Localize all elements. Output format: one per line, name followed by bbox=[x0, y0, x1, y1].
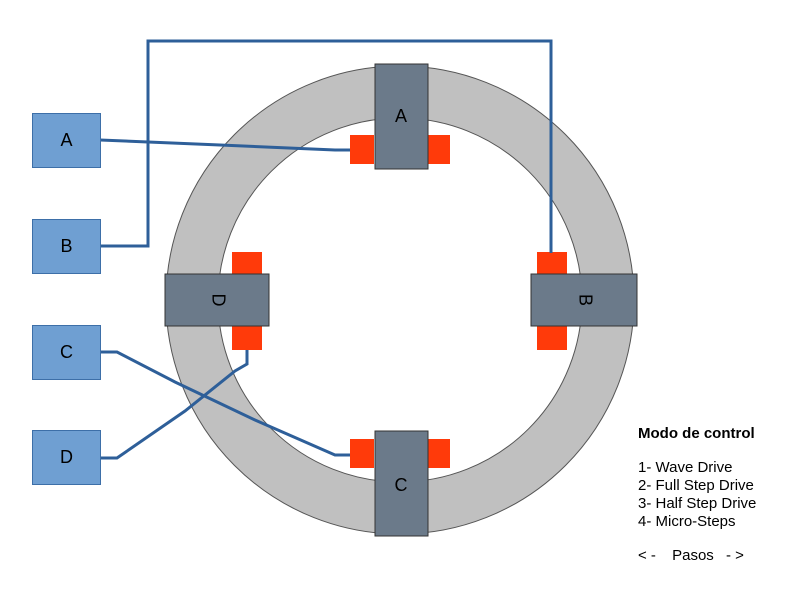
pole-left bbox=[164, 273, 270, 327]
coil-a-label: A bbox=[60, 130, 73, 150]
coil-d-label: D bbox=[60, 447, 73, 467]
mode-option-half-step[interactable]: 3- Half Step Drive bbox=[638, 495, 757, 512]
tooth-b-top bbox=[537, 252, 567, 276]
tooth-d-top bbox=[232, 252, 262, 276]
pole-label-bottom: C bbox=[395, 475, 408, 495]
coil-c-box[interactable]: C bbox=[32, 325, 101, 380]
wire-a bbox=[99, 138, 350, 152]
pole-right bbox=[530, 273, 638, 327]
mode-option-wave[interactable]: 1- Wave Drive bbox=[638, 459, 733, 476]
tooth-c-right bbox=[426, 439, 450, 468]
wire-b bbox=[100, 39, 553, 253]
tooth-a-left bbox=[350, 135, 374, 164]
steps-navigation: < - Pasos - > bbox=[638, 547, 798, 565]
coil-a-box[interactable]: A bbox=[32, 113, 101, 168]
steps-label: Pasos bbox=[672, 547, 714, 564]
next-step-button[interactable]: - > bbox=[725, 547, 744, 564]
wire-d bbox=[100, 350, 249, 460]
pole-label-right: B bbox=[575, 294, 595, 306]
control-panel: Modo de control 1- Wave Drive 2- Full St… bbox=[638, 425, 798, 565]
pole-bottom bbox=[374, 430, 429, 537]
coil-c-label: C bbox=[60, 342, 73, 362]
pole-top bbox=[374, 63, 429, 170]
wire-c bbox=[100, 350, 350, 457]
mode-option-micro-steps[interactable]: 4- Micro-Steps bbox=[638, 513, 736, 530]
coil-b-box[interactable]: B bbox=[32, 219, 101, 274]
tooth-c-left bbox=[350, 439, 374, 468]
coil-b-label: B bbox=[60, 236, 73, 256]
tooth-d-bottom bbox=[232, 326, 262, 350]
coil-d-box[interactable]: D bbox=[32, 430, 101, 485]
mode-option-full-step[interactable]: 2- Full Step Drive bbox=[638, 477, 754, 494]
pole-label-top: A bbox=[395, 106, 407, 126]
poles bbox=[164, 63, 638, 537]
control-panel-title: Modo de control bbox=[638, 425, 755, 442]
tooth-b-bottom bbox=[537, 326, 567, 350]
pole-teeth bbox=[232, 135, 567, 468]
tooth-a-right bbox=[426, 135, 450, 164]
pole-label-left: D bbox=[208, 294, 228, 307]
wires bbox=[99, 39, 553, 460]
prev-step-button[interactable]: < - bbox=[638, 547, 656, 564]
